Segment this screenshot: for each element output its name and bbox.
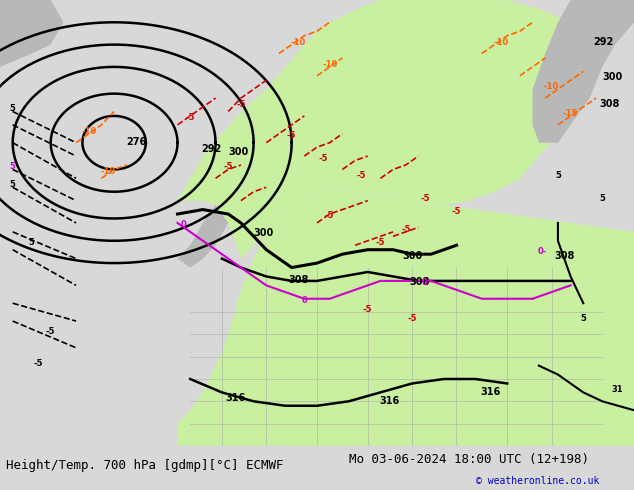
Polygon shape — [533, 0, 634, 143]
Text: -5: -5 — [452, 207, 461, 216]
Text: 316: 316 — [481, 387, 501, 396]
Text: -5: -5 — [363, 305, 372, 314]
Text: -5: -5 — [420, 194, 429, 203]
Text: 300: 300 — [602, 72, 623, 82]
Text: 300: 300 — [228, 147, 249, 157]
Text: 5: 5 — [10, 104, 16, 114]
Text: -5: -5 — [401, 225, 410, 234]
Text: 308: 308 — [555, 250, 575, 261]
Text: 292: 292 — [202, 145, 222, 154]
Text: 31: 31 — [612, 386, 623, 394]
Polygon shape — [178, 192, 634, 446]
Text: -10: -10 — [100, 167, 115, 176]
Text: -15: -15 — [563, 109, 578, 118]
Text: -10: -10 — [544, 82, 559, 91]
Text: -5: -5 — [325, 212, 334, 220]
Text: Mo 03-06-2024 18:00 UTC (12+198): Mo 03-06-2024 18:00 UTC (12+198) — [349, 453, 589, 466]
Text: -5: -5 — [186, 113, 195, 122]
Text: 300: 300 — [254, 228, 274, 238]
Text: -5: -5 — [319, 153, 328, 163]
Text: 316: 316 — [379, 395, 399, 406]
Text: 300: 300 — [403, 250, 423, 261]
Text: 5: 5 — [29, 238, 35, 247]
Text: 308: 308 — [409, 277, 429, 287]
Text: -10: -10 — [322, 60, 337, 69]
Text: 308: 308 — [288, 275, 309, 285]
Text: 0: 0 — [301, 296, 307, 305]
Text: 276: 276 — [126, 137, 146, 147]
Text: -5: -5 — [46, 327, 55, 337]
Text: 5: 5 — [555, 172, 561, 180]
Polygon shape — [178, 0, 590, 259]
Text: 0: 0 — [181, 220, 187, 229]
Text: -5: -5 — [34, 359, 42, 368]
Text: 5: 5 — [10, 163, 16, 172]
Text: Height/Temp. 700 hPa [gdmp][°C] ECMWF: Height/Temp. 700 hPa [gdmp][°C] ECMWF — [6, 459, 284, 472]
Text: -5: -5 — [224, 163, 233, 172]
Text: 5: 5 — [580, 314, 586, 323]
Text: 308: 308 — [599, 99, 619, 109]
Text: -5: -5 — [376, 238, 385, 247]
Text: -5: -5 — [236, 100, 245, 109]
Text: 5: 5 — [10, 180, 16, 189]
Text: -10: -10 — [290, 38, 306, 47]
Text: 0-: 0- — [538, 247, 547, 256]
Text: 5: 5 — [599, 194, 605, 203]
Text: -5: -5 — [357, 172, 366, 180]
Text: 0: 0 — [422, 278, 428, 287]
Text: -5: -5 — [287, 131, 296, 140]
Text: -5: -5 — [408, 314, 417, 323]
Polygon shape — [178, 205, 228, 268]
Text: © weatheronline.co.uk: © weatheronline.co.uk — [476, 476, 599, 486]
Text: -10: -10 — [493, 38, 508, 47]
Text: -10: -10 — [81, 127, 96, 136]
Text: 316: 316 — [225, 393, 245, 403]
Polygon shape — [0, 0, 63, 67]
Text: 292: 292 — [593, 37, 613, 47]
